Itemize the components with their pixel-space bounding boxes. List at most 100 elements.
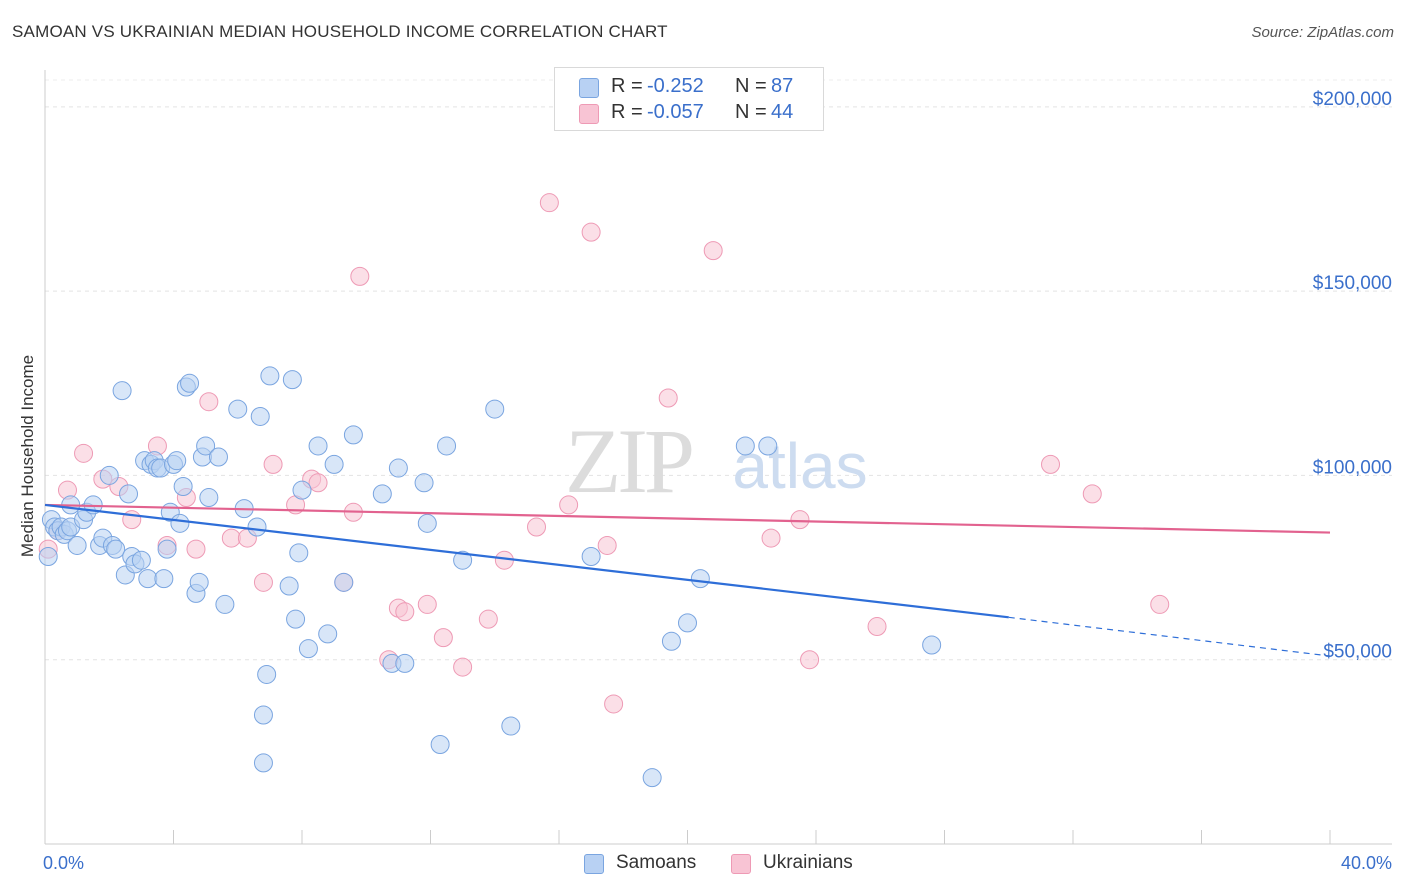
- ukrainians-point: [604, 694, 624, 714]
- samoans-point: [199, 488, 219, 508]
- watermark-zip: ZIP: [565, 410, 692, 512]
- samoans-point: [417, 513, 437, 533]
- samoans-point: [167, 451, 187, 471]
- y-tick-label: $50,000: [1323, 642, 1392, 663]
- n-label: N =: [735, 75, 767, 97]
- samoans-point: [334, 572, 354, 592]
- samoans-point: [67, 535, 87, 555]
- ukrainians-point: [263, 454, 283, 474]
- ukrainians-point: [581, 222, 601, 242]
- samoans-point: [922, 635, 942, 655]
- samoans-point: [215, 594, 235, 614]
- samoans-point: [372, 484, 392, 504]
- samoans-point: [286, 609, 306, 629]
- ukrainians-point: [221, 528, 241, 548]
- samoans-point: [678, 613, 697, 633]
- ukrainians-point: [800, 650, 820, 670]
- ukrainians-swatch: [579, 104, 599, 124]
- samoans-point: [324, 454, 344, 474]
- samoans-point: [157, 539, 177, 559]
- ukrainians-point: [658, 388, 678, 408]
- correlation-legend: R = -0.252 N = 87 R = -0.057 N = 44: [554, 67, 824, 131]
- samoans-point: [260, 366, 280, 386]
- n-value: 44: [771, 101, 794, 123]
- ukrainians-point: [433, 628, 453, 648]
- ukrainians-point: [790, 510, 810, 530]
- source-label: Source: ZipAtlas.com: [1251, 24, 1394, 41]
- samoans-point: [38, 547, 58, 567]
- samoans-point: [437, 436, 457, 456]
- ukrainians-point: [867, 617, 887, 637]
- y-tick-label: $200,000: [1313, 89, 1392, 110]
- samoans-point: [99, 465, 119, 485]
- tick-labels: $50,000 $100,000 $150,000 $200,000 0.0% 40.0%: [43, 89, 1392, 873]
- samoans-swatch: [584, 854, 604, 874]
- samoans-point: [279, 576, 299, 596]
- ukrainians-trend-line: [44, 503, 1331, 534]
- samoans-point: [119, 484, 139, 504]
- ukrainians-point: [478, 609, 498, 629]
- samoans-point: [112, 381, 132, 401]
- ukrainians-point: [395, 602, 415, 622]
- samoans-point: [131, 550, 151, 570]
- samoans-point: [388, 458, 408, 478]
- samoans-swatch: [579, 78, 599, 98]
- ukrainians-point: [703, 241, 723, 261]
- y-axis-label: Median Household Income: [18, 355, 37, 557]
- n-value: 87: [771, 75, 794, 97]
- samoans-point: [501, 716, 521, 736]
- ukrainians-point: [1150, 594, 1170, 614]
- x-tick-label: 0.0%: [43, 853, 84, 873]
- samoans-point: [189, 572, 209, 592]
- samoans-point: [106, 539, 126, 559]
- n-label: N =: [735, 101, 767, 123]
- grid-lines: [45, 79, 1392, 661]
- legend-label: Ukrainians: [763, 852, 853, 873]
- samoans-point: [208, 447, 228, 467]
- samoans-point: [485, 399, 505, 419]
- samoans-point: [395, 653, 415, 673]
- samoans-point: [173, 476, 193, 496]
- samoans-point: [250, 406, 270, 426]
- samoans-point: [414, 473, 434, 493]
- samoans-point: [292, 480, 312, 500]
- ukrainians-point: [199, 392, 219, 412]
- samoans-point: [690, 569, 710, 589]
- samoans-point: [253, 705, 273, 725]
- samoans-point: [196, 436, 216, 456]
- legend-label: Samoans: [616, 852, 697, 873]
- ukrainians-point: [74, 443, 94, 463]
- ukrainians-point: [350, 266, 370, 286]
- trend-lines: [44, 503, 1331, 657]
- ukrainians-point: [186, 539, 206, 559]
- ukrainians-point: [1041, 454, 1061, 474]
- ukrainians-point: [559, 495, 579, 515]
- samoans-point: [453, 550, 473, 570]
- ukrainians-point: [539, 193, 559, 213]
- samoans-point: [138, 569, 158, 589]
- samoans-point: [308, 436, 328, 456]
- ukrainians-point: [761, 528, 781, 548]
- x-tick-label: 40.0%: [1341, 853, 1392, 873]
- y-tick-label: $100,000: [1313, 457, 1392, 478]
- samoans-point: [180, 373, 200, 393]
- axes: [44, 70, 1392, 845]
- samoans-point: [343, 425, 363, 445]
- ukrainians-point: [1082, 484, 1102, 504]
- watermark: ZIP atlas: [565, 410, 868, 512]
- samoans-trend-line: [44, 503, 1009, 619]
- samoans-point: [253, 753, 273, 773]
- samoans-point: [289, 543, 309, 563]
- samoans-point: [318, 624, 338, 644]
- samoans-trend-extension: [1008, 616, 1331, 657]
- watermark-atlas: atlas: [732, 430, 867, 502]
- ukrainians-swatch: [731, 854, 751, 874]
- samoans-point: [758, 436, 778, 456]
- samoans-point: [661, 631, 681, 651]
- r-value: -0.057: [647, 101, 704, 123]
- r-value: -0.252: [647, 75, 704, 97]
- samoans-point: [154, 569, 174, 589]
- samoans-point: [282, 370, 302, 390]
- samoans-point: [170, 513, 190, 533]
